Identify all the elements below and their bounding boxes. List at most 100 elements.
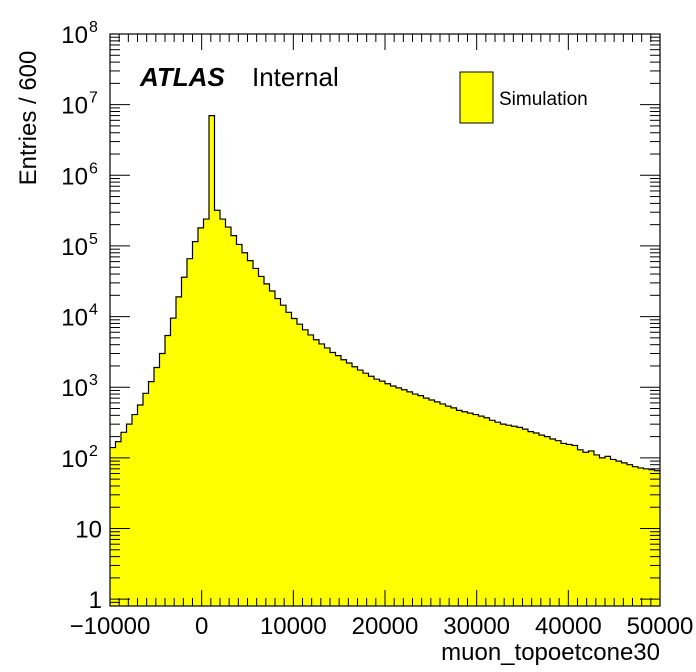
histogram-bar <box>429 399 435 606</box>
histogram-bar <box>561 443 567 606</box>
y-tick-label: 10 <box>61 305 88 332</box>
histogram-bar <box>407 391 413 606</box>
x-tick-label: 20000 <box>352 613 419 640</box>
histogram-bar <box>341 359 347 606</box>
histogram-bar <box>533 432 540 606</box>
histogram-bar <box>154 367 160 606</box>
histogram-bar <box>352 366 358 606</box>
histogram-bar <box>121 432 127 606</box>
histogram-bar <box>275 298 281 606</box>
x-tick-label: 30000 <box>443 613 510 640</box>
y-axis-title: Entries / 600 <box>15 51 42 186</box>
histogram-bar <box>385 383 391 606</box>
x-axis: −10000 0 10000 20000 30000 40000 50000 <box>70 34 694 640</box>
histogram-bar <box>401 389 408 606</box>
histogram-bar <box>291 318 298 606</box>
histogram-bar <box>242 252 248 606</box>
histogram-bar <box>643 468 650 606</box>
histogram-bar <box>473 414 479 606</box>
histogram-bar <box>357 370 364 606</box>
histogram-bar <box>467 413 474 606</box>
y-tick-label: 10 <box>61 93 88 120</box>
histogram-bar <box>638 467 644 606</box>
histogram-bar <box>280 305 287 606</box>
histogram-bar <box>110 447 116 606</box>
y-tick-exponent: 4 <box>89 302 98 319</box>
histogram-bar <box>627 464 633 606</box>
histogram-bar <box>528 431 534 606</box>
histogram-bar <box>236 244 243 606</box>
atlas-label: ATLAS <box>139 62 225 92</box>
histogram-bar <box>165 335 171 606</box>
histogram-outline <box>110 114 660 472</box>
histogram-bar <box>225 227 232 606</box>
histogram-bar <box>176 296 182 606</box>
histogram-bar <box>379 381 386 606</box>
histogram-bar <box>181 277 188 606</box>
histogram-bar <box>434 401 441 606</box>
histogram-bar <box>654 470 661 606</box>
histogram-bar <box>412 394 419 606</box>
histogram-bar <box>396 387 402 606</box>
histogram-bar <box>192 241 199 606</box>
y-tick-exponent: 7 <box>89 90 98 107</box>
histogram-bar <box>649 469 655 606</box>
histogram-bar <box>506 425 512 606</box>
histogram-bar <box>605 456 611 606</box>
internal-label: Internal <box>252 62 339 92</box>
histogram-bar <box>632 466 639 606</box>
histogram-bar <box>220 219 226 606</box>
histogram-bar <box>484 417 490 606</box>
histogram-bar <box>517 427 523 606</box>
histogram-bar <box>522 429 529 606</box>
legend-swatch-simulation <box>459 71 494 124</box>
histogram-bar <box>335 355 342 606</box>
histogram-bar <box>478 416 485 606</box>
histogram-bar <box>577 449 584 606</box>
y-tick-exponent: 6 <box>89 160 98 177</box>
x-axis-title: muon_topoetcone30 <box>441 639 660 666</box>
x-tick-label: 40000 <box>535 613 602 640</box>
x-tick-label: 10000 <box>260 613 327 640</box>
histogram-bar <box>159 353 166 606</box>
histogram-bar <box>555 440 562 606</box>
histogram-bar <box>209 115 215 606</box>
histogram-bar <box>330 352 336 606</box>
histogram-bar <box>143 393 149 606</box>
histogram-bar <box>264 283 270 606</box>
y-tick-label: 1 <box>89 587 102 614</box>
histogram-bar <box>214 210 221 606</box>
y-tick-exponent: 8 <box>89 19 98 36</box>
histogram-bar <box>297 324 303 606</box>
histogram-bar <box>456 410 463 606</box>
histogram-bar <box>550 438 556 606</box>
histogram-bar <box>253 268 259 606</box>
histogram-bar <box>495 422 501 606</box>
histogram-bar <box>313 339 320 606</box>
histogram-bar <box>621 462 628 606</box>
histogram-bar <box>231 235 237 607</box>
histogram-bar <box>374 379 380 606</box>
y-tick-label: 10 <box>61 446 88 473</box>
histogram-bar <box>423 398 430 606</box>
histogram-bars <box>110 115 661 607</box>
y-tick-label: 10 <box>61 234 88 261</box>
histogram-bar <box>418 395 424 606</box>
y-tick-exponent: 2 <box>89 443 98 460</box>
y-tick-label: 10 <box>61 163 88 190</box>
histogram-bar <box>610 459 617 606</box>
y-tick-label: 10 <box>61 375 88 402</box>
histogram-bar <box>286 312 292 606</box>
histogram-bar <box>324 347 331 606</box>
histogram-bar <box>170 318 177 606</box>
histogram-bar <box>566 444 573 606</box>
histogram-bar <box>319 343 325 606</box>
histogram-bar <box>132 414 138 606</box>
histogram-bar <box>445 406 452 606</box>
histogram-bar <box>137 405 144 606</box>
histogram-bar <box>258 276 265 606</box>
histogram-bar <box>198 227 204 606</box>
x-tick-label: 50000 <box>627 613 694 640</box>
